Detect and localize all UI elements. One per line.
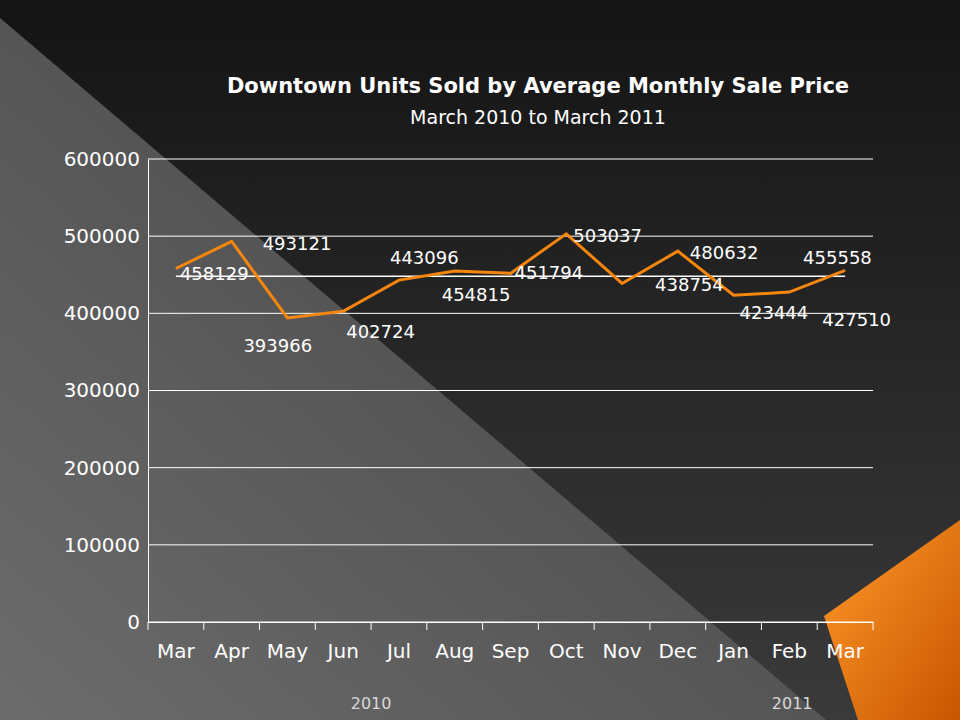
y-tick: 500000 — [64, 224, 148, 248]
category-separator — [259, 622, 260, 630]
grid-line — [148, 544, 873, 545]
x-tick-label: Jan — [716, 639, 749, 663]
orange-accent — [824, 520, 960, 720]
y-tick-label: 600000 — [64, 147, 140, 171]
average-line — [176, 275, 845, 277]
x-axis-line — [149, 622, 874, 623]
category-separator — [873, 622, 874, 630]
x-tick: Oct — [549, 622, 584, 663]
grid-line — [148, 236, 873, 237]
data-label: 503037 — [573, 225, 642, 246]
y-tick-label: 500000 — [64, 224, 140, 248]
grid — [148, 159, 873, 622]
data-label: 427510 — [822, 309, 891, 330]
chart: Downtown Units Sold by Average Monthly S… — [0, 0, 960, 720]
x-axis: Mar Apr May Jun Jul Aug Sep Oct Nov Dec Jan Feb Mar — [149, 622, 874, 663]
y-axis-line — [148, 160, 149, 623]
background-triangle — [0, 18, 826, 720]
data-label: 480632 — [690, 242, 759, 263]
x-tick: Jun — [326, 622, 359, 663]
data-label: 438754 — [655, 274, 724, 295]
x-tick-label: Mar — [157, 639, 196, 663]
grid-line — [148, 622, 873, 623]
x-tick-label: Jul — [385, 639, 411, 663]
y-tick-label: 400000 — [64, 301, 140, 325]
x-tick: May — [267, 622, 309, 663]
year-label: 2011 — [772, 694, 813, 713]
grid-line — [148, 467, 873, 468]
category-separator — [705, 622, 706, 630]
subtitle: March 2010 to March 2011 — [410, 106, 666, 128]
x-tick: Mar — [826, 622, 865, 663]
x-tick-label: May — [267, 639, 309, 663]
x-tick: Mar — [157, 622, 196, 663]
grid-line — [148, 390, 873, 391]
x-tick: Feb — [772, 622, 807, 663]
grid-line — [148, 159, 873, 160]
category-separator — [148, 622, 149, 630]
data-label: 455558 — [803, 247, 872, 268]
category-separator — [649, 622, 650, 630]
x-tick-label: Jun — [326, 639, 359, 663]
x-tick: Jul — [385, 622, 411, 663]
data-label: 443096 — [390, 247, 459, 268]
category-separator — [371, 622, 372, 630]
category-separator — [482, 622, 483, 630]
data-label: 454815 — [442, 284, 511, 305]
y-tick: 400000 — [64, 301, 148, 325]
x-tick-label: Apr — [214, 639, 249, 663]
y-tick: 200000 — [64, 456, 148, 480]
data-label: 423444 — [740, 302, 809, 323]
x-tick-label: Mar — [826, 639, 865, 663]
x-tick: Jan — [716, 622, 749, 663]
category-separator — [817, 622, 818, 630]
y-tick-label: 0 — [127, 610, 140, 634]
title: Downtown Units Sold by Average Monthly S… — [227, 74, 849, 98]
x-tick: Apr — [214, 622, 249, 663]
data-label: 493121 — [263, 233, 332, 254]
x-tick-label: Nov — [603, 639, 642, 663]
x-tick-label: Sep — [492, 639, 530, 663]
x-tick-label: Aug — [435, 639, 474, 663]
category-separator — [761, 622, 762, 630]
y-tick-label: 200000 — [64, 456, 140, 480]
x-tick: Sep — [492, 622, 530, 663]
data-label: 458129 — [180, 263, 249, 284]
data-labels: 458129 493121 393966 402724 443096 4548154517… — [180, 225, 891, 356]
y-tick: 0 — [127, 610, 148, 634]
y-tick: 300000 — [64, 378, 148, 402]
category-separator — [538, 622, 539, 630]
y-axis: 0 100000 200000 300000 400000 500000 600000 — [64, 147, 149, 634]
x-tick-label: Dec — [658, 639, 697, 663]
x-tick: Nov — [603, 622, 642, 663]
y-tick: 100000 — [64, 533, 148, 557]
data-label: 393966 — [243, 335, 312, 356]
x-tick: Aug — [435, 622, 474, 663]
background — [0, 0, 960, 720]
y-tick: 600000 — [64, 147, 148, 171]
year-label: 2010 — [351, 694, 392, 713]
category-separators — [148, 622, 873, 630]
category-separator — [315, 622, 316, 630]
x-tick: Dec — [658, 622, 697, 663]
x-tick-label: Oct — [549, 639, 584, 663]
category-separator — [426, 622, 427, 630]
y-tick-label: 100000 — [64, 533, 140, 557]
y-tick-label: 300000 — [64, 378, 140, 402]
x-tick-label: Feb — [772, 639, 807, 663]
data-label: 451794 — [515, 262, 584, 283]
category-separator — [594, 622, 595, 630]
category-separator — [203, 622, 204, 630]
data-label: 402724 — [346, 321, 415, 342]
